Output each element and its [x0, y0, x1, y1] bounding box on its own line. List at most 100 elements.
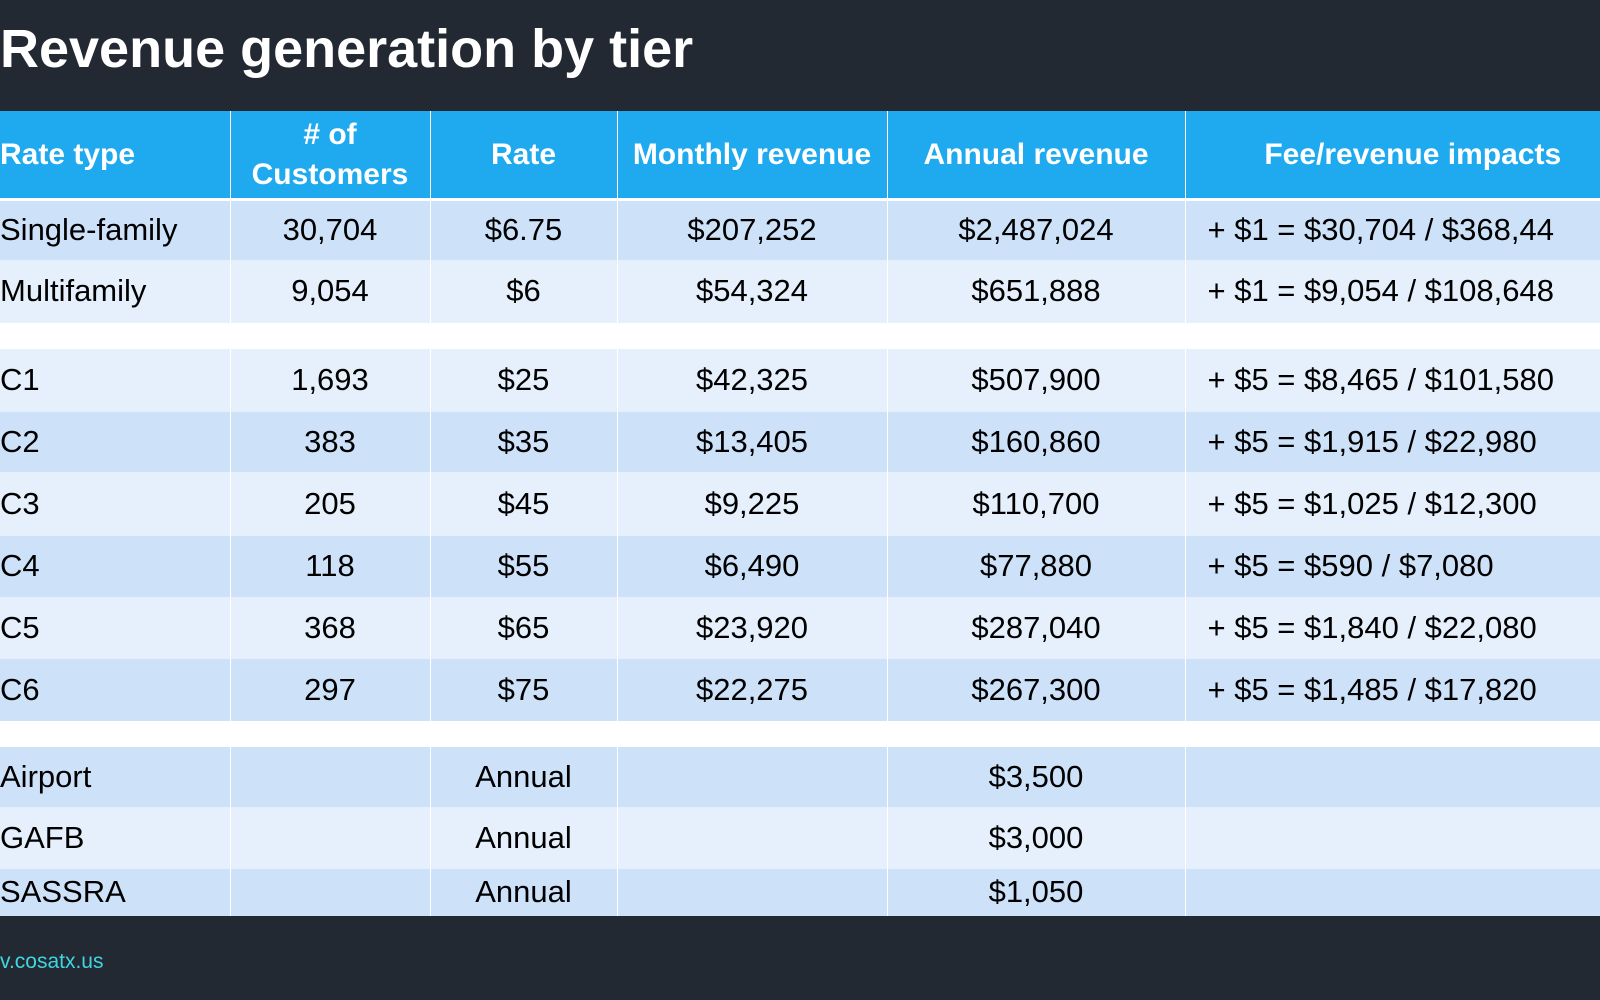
- table-cell: 297: [229, 658, 430, 721]
- table-cell: 9,054: [229, 259, 430, 323]
- table-cell: $267,300: [886, 658, 1185, 721]
- table-cell: SASSRA: [0, 868, 230, 916]
- table-row: C4 118 $55 $6,490 $77,880 + $5 = $590 / $7,08…: [0, 535, 1600, 597]
- table-cell: + $5 = $1,025 / $12,300: [1184, 471, 1600, 536]
- table-row: C5 368 $65 $23,920 $287,040 + $5 = $1,840 / $…: [0, 596, 1600, 659]
- table-cell: [1184, 746, 1600, 807]
- table-cell: [1184, 806, 1600, 869]
- table-cell: C5: [0, 596, 230, 659]
- table-cell: $13,405: [616, 411, 887, 472]
- table-cell: 368: [229, 596, 430, 659]
- table-cell: $6: [429, 259, 617, 323]
- header-row: Rate type # of Customers Rate Monthly reven…: [0, 111, 1600, 201]
- table-cell: $2,487,024: [886, 199, 1185, 260]
- table-row: C2 383 $35 $13,405 $160,860 + $5 = $1,915 / $…: [0, 411, 1600, 472]
- table-cell: C4: [0, 535, 230, 597]
- table-cell: $651,888: [886, 259, 1185, 323]
- table-cell: C3: [0, 471, 230, 536]
- table-cell: + $5 = $590 / $7,080: [1184, 535, 1600, 597]
- footer-url: v.cosatx.us: [0, 950, 104, 973]
- revenue-table: Rate type # of Customers Rate Monthly reven…: [0, 111, 1600, 916]
- table-row: SASSRA Annual $1,050: [0, 868, 1600, 916]
- spacer-cell: [0, 322, 230, 349]
- table-cell: C6: [0, 658, 230, 721]
- table-cell: $9,225: [616, 471, 887, 536]
- spacer-cell: [229, 720, 430, 747]
- table-row: Single-family 30,704 $6.75 $207,252 $2,487,0…: [0, 199, 1600, 260]
- table-cell: $35: [429, 411, 617, 472]
- table-cell: $1,050: [886, 868, 1185, 916]
- table-cell: [229, 806, 430, 869]
- spacer-row: [0, 720, 1600, 747]
- column-header: Annual revenue: [886, 111, 1185, 201]
- column-header: Fee/revenue impacts: [1184, 111, 1600, 201]
- table-cell: + $5 = $1,840 / $22,080: [1184, 596, 1600, 659]
- table-cell: Single-family: [0, 199, 230, 260]
- table-row: Multifamily 9,054 $6 $54,324 $651,888 + $1 = …: [0, 259, 1600, 323]
- table-cell: [616, 806, 887, 869]
- table-row: C1 1,693 $25 $42,325 $507,900 + $5 = $8,465 /…: [0, 348, 1600, 412]
- column-header: # of Customers: [229, 111, 430, 201]
- table-cell: + $1 = $30,704 / $368,44: [1184, 199, 1600, 260]
- table-cell: $42,325: [616, 348, 887, 412]
- spacer-cell: [0, 720, 230, 747]
- column-header: Rate type: [0, 111, 230, 201]
- table-cell: + $5 = $1,485 / $17,820: [1184, 658, 1600, 721]
- table-cell: 118: [229, 535, 430, 597]
- table-cell: $75: [429, 658, 617, 721]
- table-body: Single-family 30,704 $6.75 $207,252 $2,487,0…: [0, 199, 1600, 916]
- table-cell: [229, 746, 430, 807]
- table-row: GAFB Annual $3,000: [0, 806, 1600, 869]
- spacer-cell: [229, 322, 430, 349]
- table-cell: C2: [0, 411, 230, 472]
- table-cell: $45: [429, 471, 617, 536]
- table-cell: $6,490: [616, 535, 887, 597]
- table-cell: Annual: [429, 868, 617, 916]
- column-header: Monthly revenue: [616, 111, 887, 201]
- table-cell: Annual: [429, 806, 617, 869]
- table-cell: 1,693: [229, 348, 430, 412]
- table-cell: $65: [429, 596, 617, 659]
- table-cell: $77,880: [886, 535, 1185, 597]
- table-cell: [616, 746, 887, 807]
- table-cell: Multifamily: [0, 259, 230, 323]
- table-cell: $110,700: [886, 471, 1185, 536]
- table-row: C3 205 $45 $9,225 $110,700 + $5 = $1,025 / $1…: [0, 471, 1600, 536]
- table-row: Airport Annual $3,500: [0, 746, 1600, 807]
- table-cell: [616, 868, 887, 916]
- table-cell: Airport: [0, 746, 230, 807]
- table-cell: + $5 = $8,465 / $101,580: [1184, 348, 1600, 412]
- table-row: C6 297 $75 $22,275 $267,300 + $5 = $1,485 / $…: [0, 658, 1600, 721]
- spacer-cell: [1184, 322, 1600, 349]
- table-cell: $22,275: [616, 658, 887, 721]
- spacer-cell: [1184, 720, 1600, 747]
- spacer-cell: [429, 322, 617, 349]
- table-cell: $54,324: [616, 259, 887, 323]
- spacer-cell: [886, 322, 1185, 349]
- table-cell: [1184, 868, 1600, 916]
- column-header: Rate: [429, 111, 617, 201]
- spacer-cell: [616, 720, 887, 747]
- table-cell: 30,704: [229, 199, 430, 260]
- table-cell: $3,000: [886, 806, 1185, 869]
- table-cell: $207,252: [616, 199, 887, 260]
- spacer-cell: [616, 322, 887, 349]
- spacer-cell: [886, 720, 1185, 747]
- table-cell: $287,040: [886, 596, 1185, 659]
- table-cell: $23,920: [616, 596, 887, 659]
- table-cell: $25: [429, 348, 617, 412]
- title: Revenue generation by tier: [0, 19, 694, 79]
- table-cell: C1: [0, 348, 230, 412]
- table-cell: Annual: [429, 746, 617, 807]
- spacer-row: [0, 322, 1600, 349]
- table-cell: 205: [229, 471, 430, 536]
- table-cell: GAFB: [0, 806, 230, 869]
- table-cell: $3,500: [886, 746, 1185, 807]
- table-cell: 383: [229, 411, 430, 472]
- table-cell: + $1 = $9,054 / $108,648: [1184, 259, 1600, 323]
- table-cell: + $5 = $1,915 / $22,980: [1184, 411, 1600, 472]
- table-cell: [229, 868, 430, 916]
- table-cell: $55: [429, 535, 617, 597]
- table-cell: $507,900: [886, 348, 1185, 412]
